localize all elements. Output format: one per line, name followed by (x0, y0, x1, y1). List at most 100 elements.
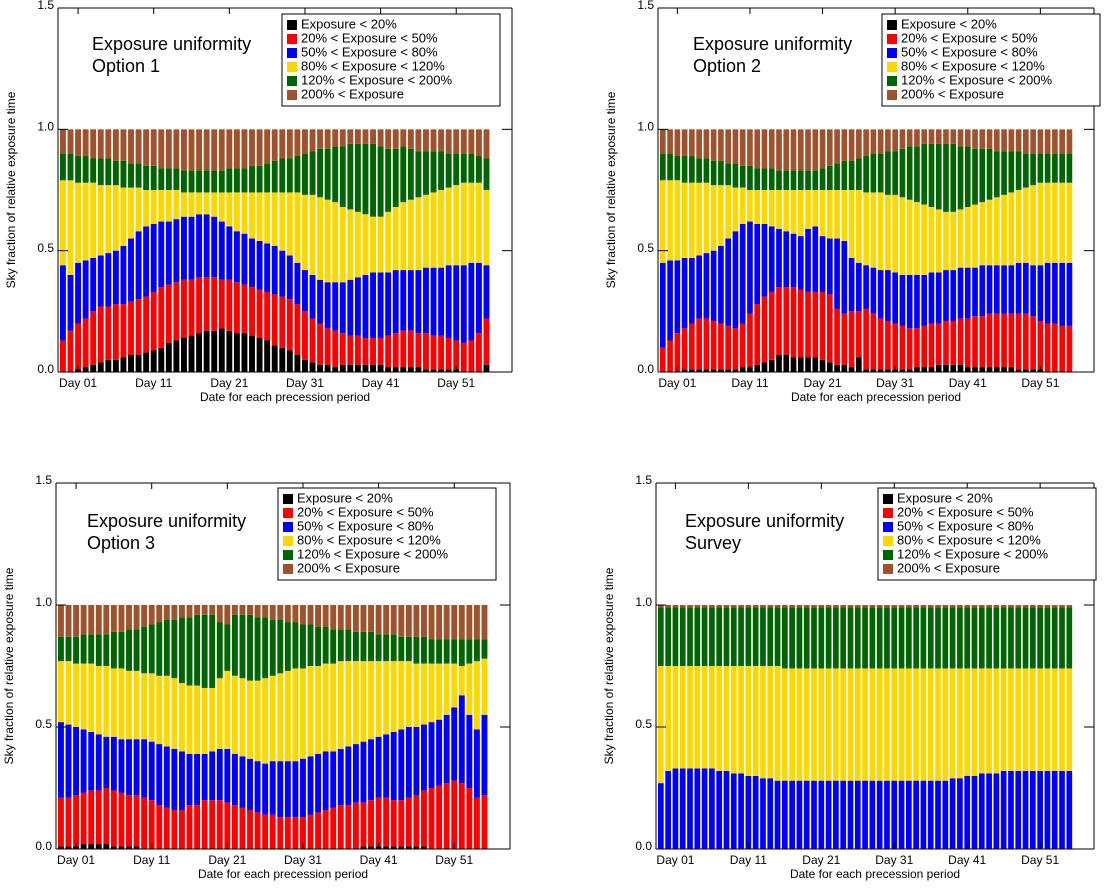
bar-segment (458, 639, 465, 666)
bar-segment (75, 156, 82, 183)
bar-segment (1008, 770, 1014, 849)
x-tick-label: Day 01 (59, 376, 97, 390)
bar-segment (696, 158, 702, 183)
bar-segment (392, 148, 399, 207)
bar-segment (315, 666, 322, 754)
bar-segment (398, 605, 405, 637)
bar-segment (128, 129, 134, 164)
bar-segment (1030, 770, 1036, 849)
bar-segment (848, 311, 855, 368)
bar-segment (847, 780, 854, 849)
legend-label: 80% < Exposure < 120% (897, 532, 1041, 547)
bar-segment (978, 668, 985, 774)
bar-segment (660, 262, 666, 348)
y-tick-label: 1.5 (637, 0, 654, 12)
bar-segment (368, 800, 374, 847)
bar-segment (957, 605, 963, 608)
bar-segment (790, 170, 797, 190)
bar-segment (783, 170, 790, 190)
bar-segment (993, 605, 1000, 608)
bar-segment (718, 129, 724, 161)
bar-segment (665, 605, 671, 608)
bar-segment (1037, 153, 1044, 183)
bar-segment (118, 846, 125, 849)
bar-segment (1001, 151, 1007, 195)
bar-segment (667, 260, 673, 341)
bar-segment (833, 668, 839, 781)
bar-segment (158, 347, 165, 372)
y-tick-label: 0.0 (35, 839, 52, 853)
legend-swatch (883, 494, 893, 504)
bar-segment (730, 666, 737, 774)
bar-segment (920, 605, 927, 608)
bar-segment (186, 617, 193, 686)
bar-segment (194, 805, 201, 849)
bar-segment (667, 180, 673, 261)
bar-segment (277, 817, 284, 849)
bar-segment (1066, 770, 1073, 849)
bar-segment (739, 187, 746, 224)
bar-segment (898, 607, 905, 669)
bar-segment (709, 607, 715, 666)
bar-segment (181, 279, 187, 339)
bar-segment (701, 666, 708, 769)
bar-segment (345, 746, 352, 806)
bar-segment (400, 146, 407, 203)
legend-swatch (287, 76, 297, 86)
bar-segment (112, 160, 119, 186)
bar-segment (231, 675, 238, 754)
bar-segment (1037, 321, 1044, 370)
bar-segment (181, 170, 187, 193)
legend-label: Exposure < 20% (897, 490, 993, 505)
bar-segment (110, 605, 117, 632)
bar-segment (377, 338, 384, 365)
legend-swatch (287, 62, 297, 72)
bar-segment (725, 185, 732, 239)
bar-segment (324, 148, 331, 200)
bar-segment (309, 151, 316, 195)
bar-segment (233, 231, 240, 283)
bar-segment (317, 197, 324, 280)
bar-segment (254, 812, 261, 849)
y-tick-label: 0.5 (635, 717, 652, 731)
bar-segment (986, 773, 992, 849)
bar-segment (986, 605, 992, 608)
bar-segment (964, 605, 971, 608)
bar-segment (300, 817, 306, 849)
bar-segment (818, 668, 825, 781)
bar-segment (701, 768, 708, 849)
bar-segment (718, 185, 724, 246)
bar-segment (1037, 265, 1044, 322)
bar-segment (747, 165, 753, 190)
bar-segment (1066, 325, 1073, 372)
bar-segment (256, 289, 263, 339)
bar-segment (339, 282, 346, 334)
bar-segment (413, 636, 420, 664)
bar-segment (725, 325, 732, 370)
bar-segment (279, 192, 286, 251)
bar-segment (473, 797, 480, 849)
bar-segment (88, 605, 95, 635)
bar-segment (150, 291, 157, 351)
bar-segment (188, 170, 195, 193)
bar-segment (747, 129, 753, 166)
legend: Exposure < 20%20% < Exposure < 50%50% < … (881, 13, 1101, 107)
bar-segment (436, 639, 443, 664)
bar-segment (660, 347, 666, 372)
bar-segment (188, 192, 195, 217)
bar-segment (332, 367, 339, 372)
bar-segment (128, 187, 134, 239)
bar-segment (354, 277, 361, 336)
bar-segment (972, 367, 978, 372)
bar-segment (256, 129, 263, 166)
bar-segment (1022, 605, 1029, 608)
bar-segment (1023, 187, 1029, 263)
bar-segment (105, 158, 112, 186)
bar-segment (986, 607, 992, 669)
bar-segment (979, 148, 986, 203)
bar-segment (876, 607, 883, 669)
bar-segment (797, 236, 804, 290)
bar-segment (398, 800, 405, 847)
bar-segment (473, 639, 480, 662)
bar-segment (110, 846, 117, 849)
